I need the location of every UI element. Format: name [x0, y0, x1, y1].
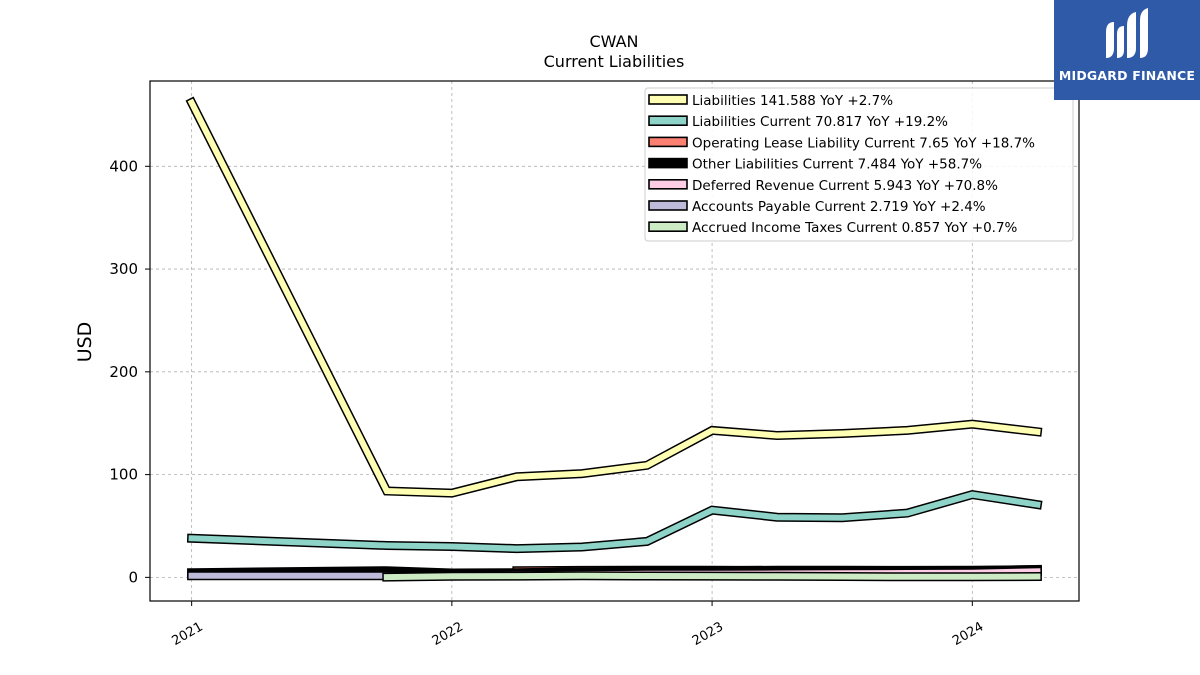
logo-text: MIDGARD FINANCE — [1058, 68, 1196, 83]
legend-label: Accrued Income Taxes Current 0.857 YoY +… — [692, 220, 1018, 236]
x-tick-label: 2021 — [169, 619, 205, 649]
y-tick-label: 400 — [109, 157, 138, 175]
legend: Liabilities 141.588 YoY +2.7% Liabilities… — [644, 87, 1074, 242]
x-tick-label: 2022 — [430, 619, 466, 649]
y-tick-label: 300 — [109, 260, 138, 278]
legend-swatch — [648, 94, 688, 105]
series-line — [383, 572, 1041, 581]
y-axis-label: USD — [74, 322, 96, 363]
series-layer — [185, 96, 1043, 582]
legend-swatch — [648, 221, 688, 232]
legend-label: Liabilities 141.588 YoY +2.7% — [692, 93, 893, 109]
legend-label: Deferred Revenue Current 5.943 YoY +70.8… — [692, 178, 998, 194]
legend-label: Operating Lease Liability Current 7.65 Y… — [692, 135, 1035, 151]
legend-swatch — [648, 200, 688, 211]
series-line — [188, 491, 1041, 552]
chart-subtitle: Current Liabilities — [544, 52, 685, 71]
y-tick-label: 200 — [109, 363, 138, 381]
legend-label: Other Liabilities Current 7.484 YoY +58.… — [692, 157, 982, 173]
series-line — [187, 98, 1041, 497]
legend-swatch — [648, 136, 688, 148]
legend-label: Accounts Payable Current 2.719 YoY +2.4% — [692, 199, 986, 215]
logo-mark-icon — [1106, 8, 1148, 58]
chart-title: CWAN — [589, 32, 638, 51]
legend-swatch — [648, 157, 688, 169]
x-tick-label: 2024 — [950, 619, 986, 649]
legend-label: Liabilities Current 70.817 YoY +19.2% — [692, 114, 948, 130]
plot-frame — [149, 80, 1080, 602]
midgard-finance-logo: MIDGARD FINANCE — [1054, 0, 1200, 100]
y-tick-label: 100 — [109, 466, 138, 484]
y-tick-label: 0 — [128, 568, 138, 586]
x-tick-label: 2023 — [690, 619, 726, 649]
legend-swatch — [648, 115, 688, 126]
legend-swatch — [648, 179, 688, 190]
legend-box — [644, 87, 1074, 242]
